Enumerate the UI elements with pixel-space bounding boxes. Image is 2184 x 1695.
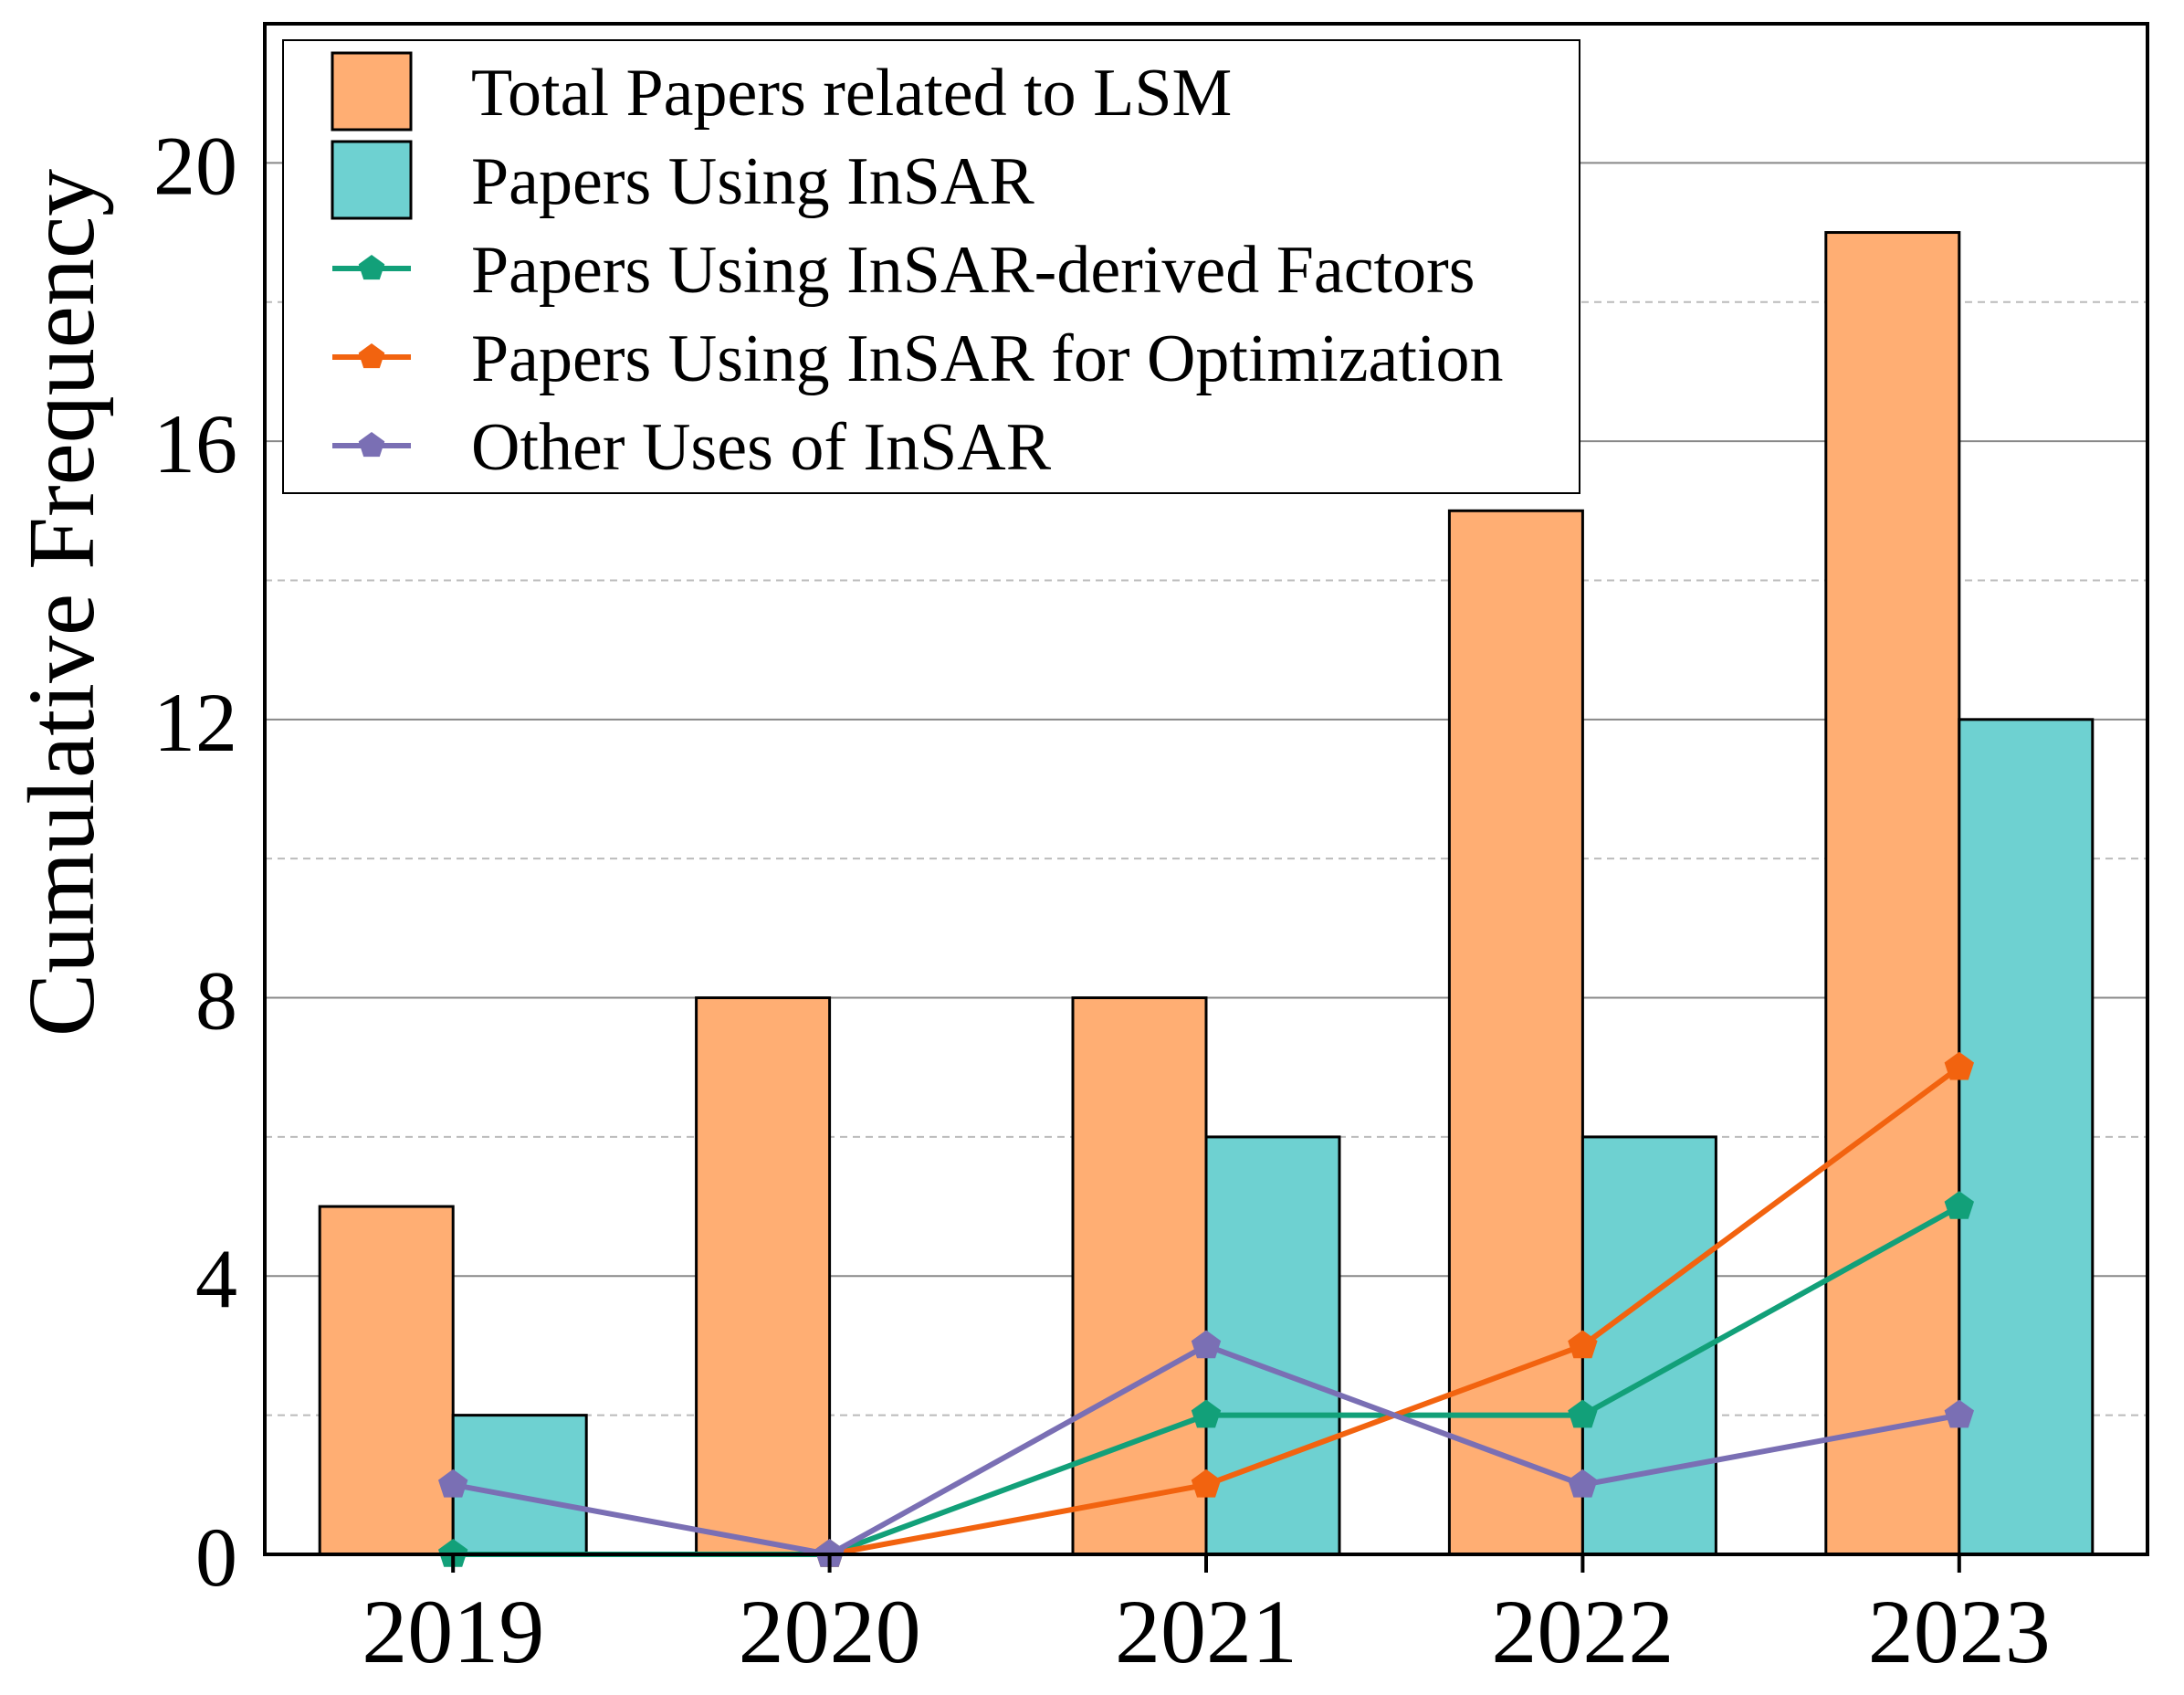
bar-insar-2021 bbox=[1204, 1135, 1341, 1556]
series-marker-2 bbox=[1191, 1330, 1222, 1359]
legend-swatch bbox=[331, 51, 413, 132]
x-tick-label: 2022 bbox=[1491, 1581, 1674, 1682]
y-axis-label: Cumulative Frequency bbox=[9, 169, 114, 1037]
legend-label: Papers Using InSAR for Optimization bbox=[471, 321, 1503, 396]
x-tick-label: 2020 bbox=[739, 1581, 921, 1682]
series-marker-2 bbox=[438, 1469, 468, 1498]
legend-box bbox=[282, 39, 1580, 494]
series-marker-1 bbox=[1191, 1469, 1222, 1498]
y-tick-label: 0 bbox=[195, 1511, 237, 1604]
legend-marker bbox=[358, 432, 385, 458]
legend-marker bbox=[358, 255, 385, 280]
series-marker-0 bbox=[1191, 1399, 1222, 1428]
series-marker-2 bbox=[1944, 1399, 1974, 1428]
legend-label: Papers Using InSAR-derived Factors bbox=[471, 233, 1475, 308]
x-tick-label: 2021 bbox=[1115, 1581, 1297, 1682]
y-tick-label: 12 bbox=[153, 676, 237, 769]
series-marker-1 bbox=[1944, 1051, 1974, 1080]
bar-total-2020 bbox=[695, 996, 832, 1556]
series-marker-0 bbox=[1568, 1399, 1598, 1428]
x-tick-label: 2019 bbox=[362, 1581, 544, 1682]
y-tick-label: 20 bbox=[153, 119, 237, 212]
legend-label: Total Papers related to LSM bbox=[471, 56, 1232, 131]
bar-insar-2019 bbox=[451, 1414, 588, 1556]
legend: Total Papers related to LSM Papers Using … bbox=[282, 39, 1580, 494]
legend-swatch bbox=[331, 140, 413, 220]
bar-total-2021 bbox=[1071, 996, 1208, 1556]
series-marker-0 bbox=[1944, 1191, 1974, 1219]
bar-layer bbox=[318, 231, 2095, 1556]
bar-total-2022 bbox=[1447, 509, 1584, 1556]
series-marker-1 bbox=[1568, 1330, 1598, 1359]
bar-total-2023 bbox=[1824, 231, 1961, 1556]
y-tick-label: 16 bbox=[153, 397, 237, 490]
series-line-1 bbox=[829, 1065, 1961, 1557]
legend-label: Other Uses of InSAR bbox=[471, 410, 1052, 485]
x-tick-label: 2023 bbox=[1868, 1581, 2051, 1682]
legend-label: Papers Using InSAR bbox=[471, 144, 1034, 219]
tick-layer: 0 4 8 12 16 20 2019 2020 2021 2022 2023 bbox=[153, 119, 2051, 1682]
bar-total-2019 bbox=[318, 1205, 455, 1556]
y-tick-label: 4 bbox=[195, 1232, 237, 1325]
legend-marker bbox=[358, 343, 385, 369]
y-tick-label: 8 bbox=[195, 954, 237, 1048]
bar-insar-2023 bbox=[1958, 718, 2095, 1556]
bar-insar-2022 bbox=[1580, 1135, 1717, 1556]
series-marker-2 bbox=[1568, 1469, 1598, 1498]
